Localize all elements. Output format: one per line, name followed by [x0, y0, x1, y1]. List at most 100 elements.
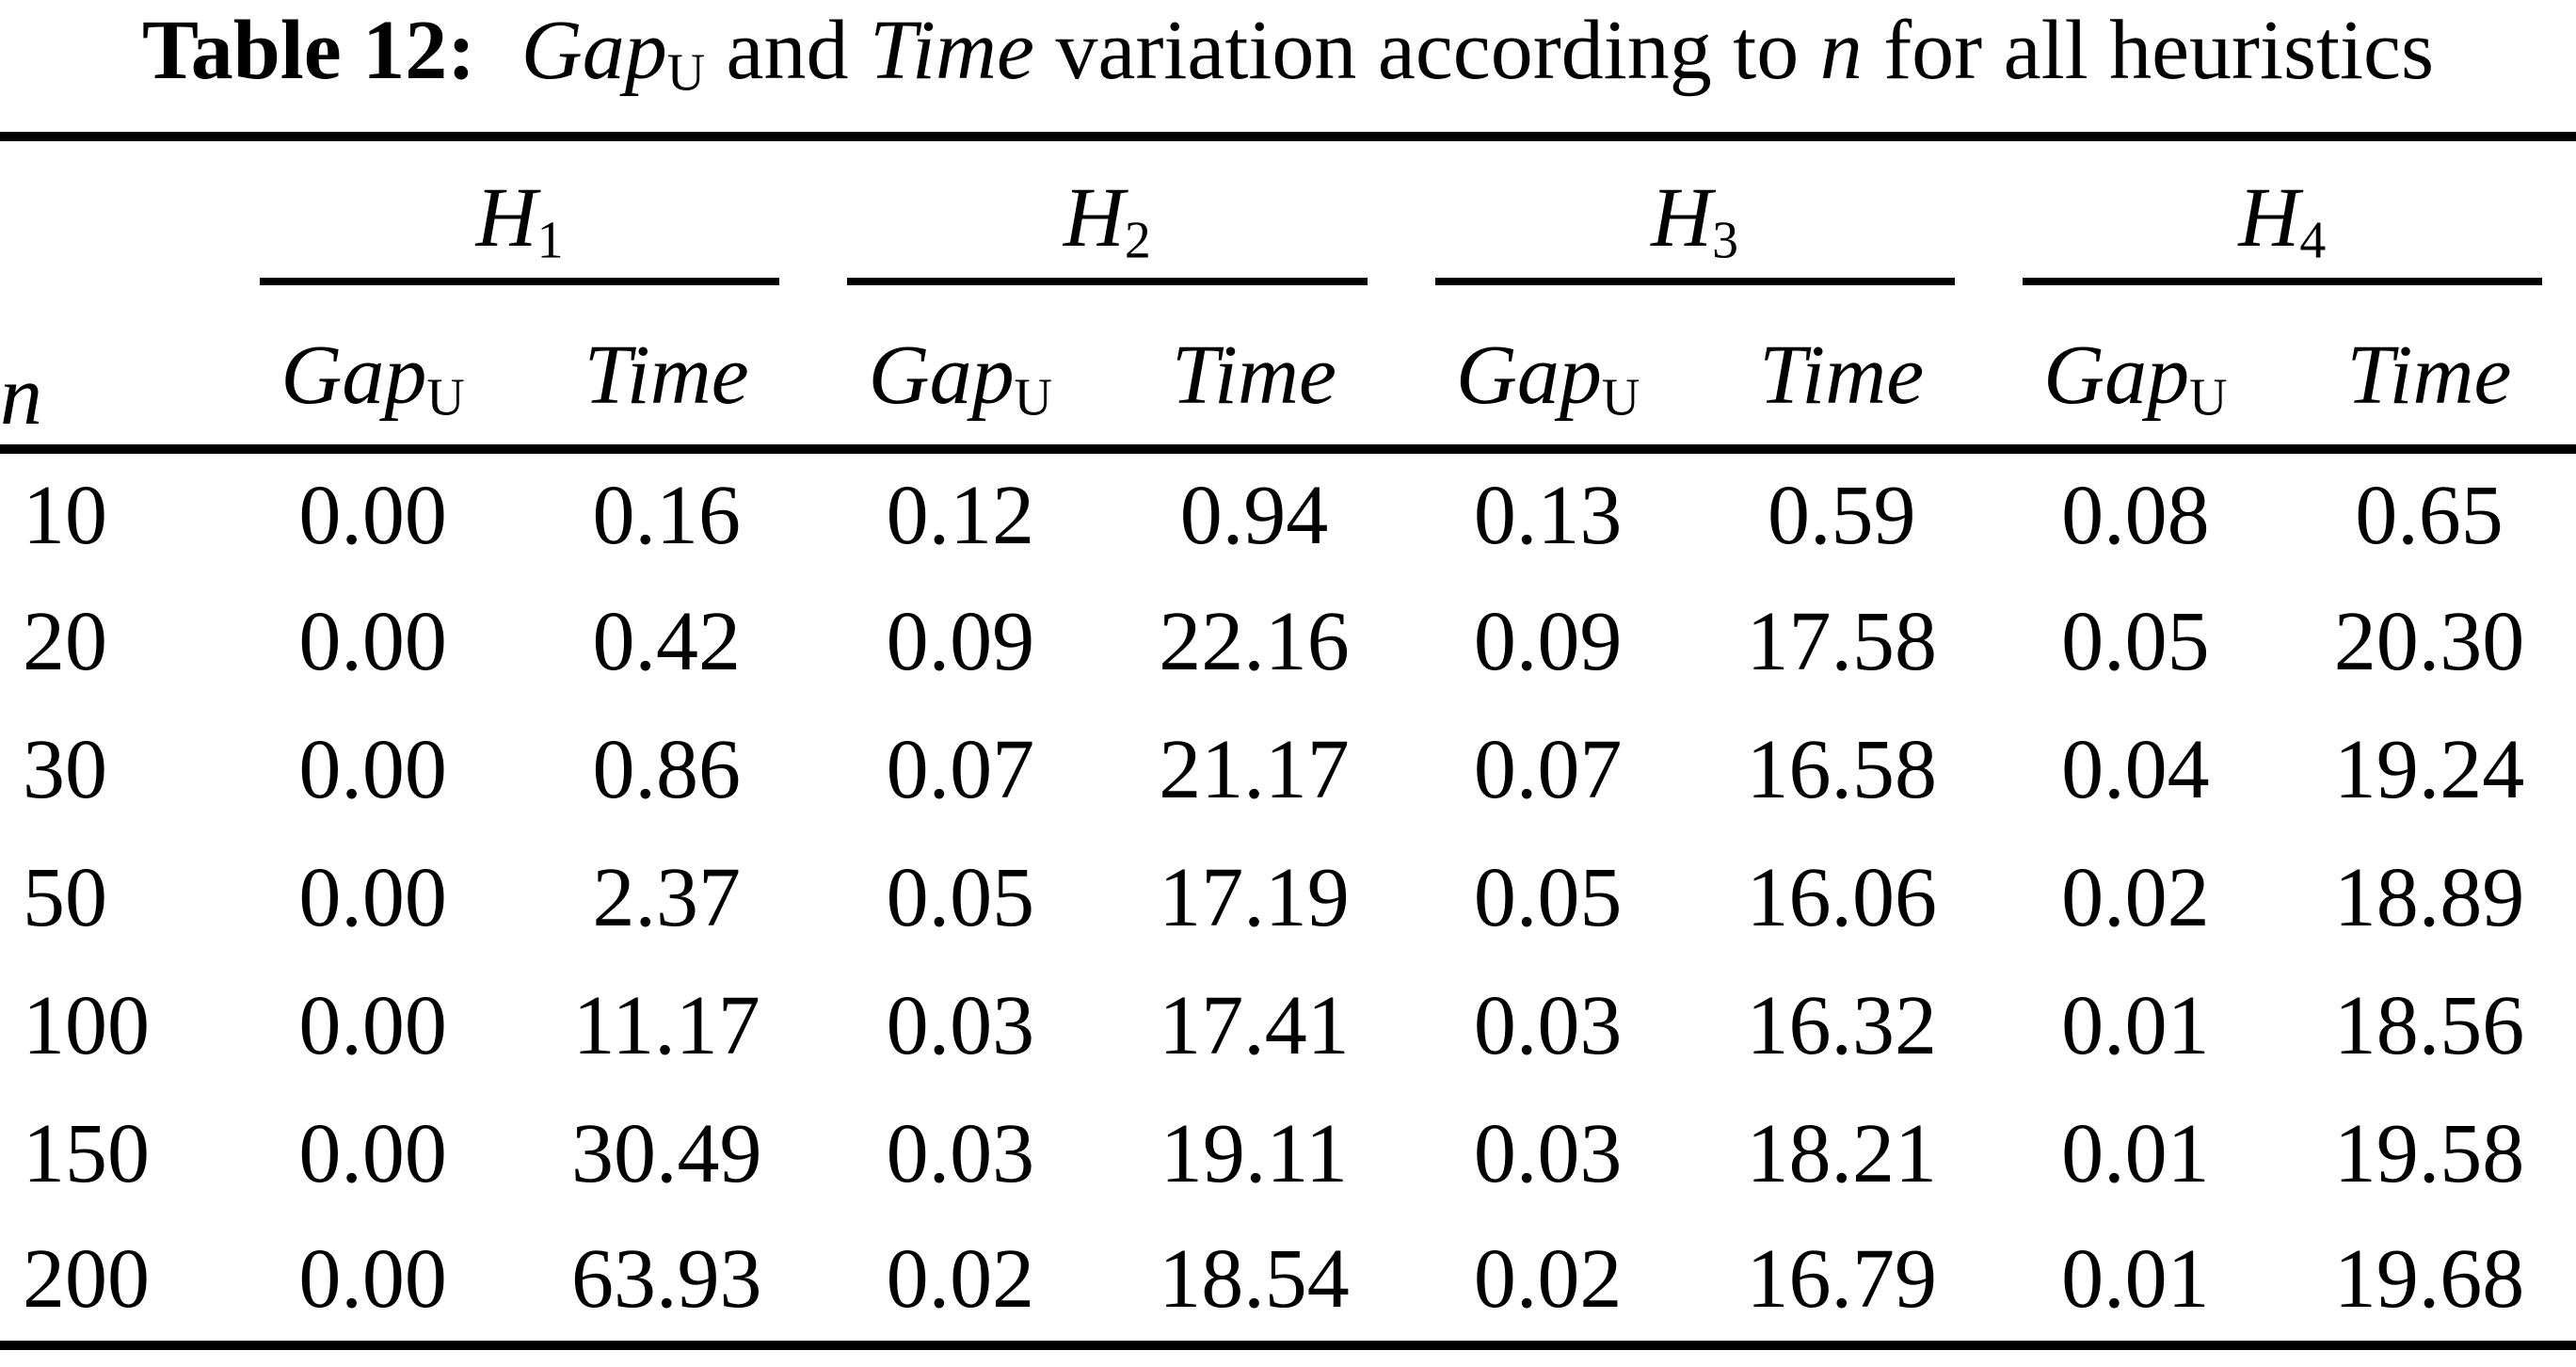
cell-h4-gap: 0.04 — [2061, 722, 2210, 816]
cell-h4-time: 18.56 — [2333, 978, 2525, 1072]
table-caption: Table 12: GapU and Time variation accord… — [0, 0, 2576, 132]
cell-h1-gap: 0.00 — [298, 1232, 447, 1326]
group-underline-h2: H2 — [847, 169, 1368, 285]
sub-header-row: GapU Time GapU Time GapU Time GapU Time — [0, 285, 2576, 454]
cell-h3-time: 16.58 — [1746, 722, 1937, 816]
cell-h2-gap: 0.05 — [886, 850, 1035, 944]
group-h3-subscript: 3 — [1712, 211, 1739, 270]
caption-variation-text: variation according to — [1055, 4, 1800, 97]
gap-subheader-h2: GapU — [813, 285, 1108, 454]
cell-h3-gap: 0.03 — [1473, 1106, 1623, 1200]
time-subheader-h2: Time — [1107, 285, 1401, 454]
cell-h3-gap: 0.07 — [1473, 722, 1623, 816]
cell-h3-time: 0.59 — [1767, 469, 1916, 562]
caption-table-number: Table 12: — [141, 4, 476, 97]
table-row: 50 0.00 2.37 0.05 17.19 0.05 16.06 0.02 … — [0, 833, 2576, 961]
n-cell: 30 — [23, 722, 107, 816]
cell-h3-gap: 0.09 — [1473, 594, 1623, 688]
group-h1-subscript: 1 — [536, 211, 564, 270]
caption-gap-term: Gap — [520, 4, 667, 97]
cell-h2-time: 19.11 — [1160, 1106, 1349, 1200]
cell-h1-gap: 0.00 — [298, 722, 447, 816]
caption-n-symbol: n — [1819, 4, 1863, 97]
n-cell: 20 — [23, 594, 107, 688]
cell-h2-gap: 0.02 — [886, 1232, 1035, 1326]
cell-h1-gap: 0.00 — [298, 850, 447, 944]
time-subheader-h1: Time — [520, 285, 814, 454]
cell-h2-gap: 0.12 — [886, 469, 1035, 562]
group-h3-letter: H — [1651, 171, 1713, 265]
cell-h1-gap: 0.00 — [298, 1106, 447, 1200]
n-cell: 10 — [23, 469, 107, 562]
cell-h2-time: 0.94 — [1179, 469, 1329, 562]
table-row: 200 0.00 63.93 0.02 18.54 0.02 16.79 0.0… — [0, 1217, 2576, 1345]
group-h2-letter: H — [1063, 171, 1125, 265]
gap-label: Gap — [2043, 329, 2190, 422]
cell-h4-gap: 0.01 — [2061, 978, 2210, 1072]
cell-h1-gap: 0.00 — [298, 594, 447, 688]
cell-h4-gap: 0.01 — [2061, 1106, 2210, 1200]
cell-h4-time: 0.65 — [2355, 469, 2504, 562]
cell-h4-time: 19.24 — [2333, 722, 2525, 816]
gap-label: Gap — [1455, 329, 1602, 422]
cell-h2-time: 17.19 — [1159, 850, 1350, 944]
group-h4-letter: H — [2238, 171, 2300, 265]
cell-h3-gap: 0.05 — [1473, 850, 1623, 944]
n-cell: 150 — [23, 1106, 150, 1200]
n-cell: 200 — [23, 1232, 150, 1326]
group-header-row: n H1 H2 H3 H4 — [0, 137, 2576, 454]
n-column-header: n — [0, 137, 226, 454]
cell-h1-gap: 0.00 — [298, 978, 447, 1072]
cell-h3-time: 16.32 — [1746, 978, 1937, 1072]
time-subheader-h4: Time — [2281, 285, 2576, 454]
table-row: 30 0.00 0.86 0.07 21.17 0.07 16.58 0.04 … — [0, 705, 2576, 833]
gap-subscript: U — [426, 368, 465, 427]
gap-subheader-h4: GapU — [1988, 285, 2282, 454]
cell-h3-gap: 0.02 — [1473, 1232, 1623, 1326]
group-h4-subscript: 4 — [2299, 211, 2327, 270]
cell-h2-time: 22.16 — [1159, 594, 1350, 688]
cell-h1-time: 0.42 — [592, 594, 741, 688]
n-cell: 100 — [23, 978, 150, 1072]
cell-h1-time: 63.93 — [570, 1232, 762, 1326]
group-header-h1: H1 — [226, 137, 813, 285]
cell-h1-time: 11.17 — [572, 978, 760, 1072]
gap-subscript: U — [2189, 368, 2228, 427]
gap-subheader-h1: GapU — [226, 285, 520, 454]
cell-h4-time: 19.58 — [2333, 1106, 2525, 1200]
group-h2-subscript: 2 — [1124, 211, 1151, 270]
cell-h2-time: 18.54 — [1159, 1232, 1350, 1326]
cell-h2-time: 21.17 — [1159, 722, 1350, 816]
cell-h2-gap: 0.03 — [886, 1106, 1035, 1200]
cell-h2-gap: 0.07 — [886, 722, 1035, 816]
group-underline-h4: H4 — [2022, 169, 2542, 285]
gap-subscript: U — [1601, 368, 1640, 427]
cell-h4-gap: 0.08 — [2061, 469, 2210, 562]
gap-subheader-h3: GapU — [1400, 285, 1695, 454]
gap-label: Gap — [868, 329, 1015, 422]
cell-h1-time: 0.86 — [592, 722, 741, 816]
cell-h2-gap: 0.03 — [886, 978, 1035, 1072]
table-row: 20 0.00 0.42 0.09 22.16 0.09 17.58 0.05 … — [0, 577, 2576, 705]
cell-h4-time: 18.89 — [2333, 850, 2525, 944]
n-cell: 50 — [23, 850, 107, 944]
group-header-h2: H2 — [813, 137, 1400, 285]
caption-gap-subscript: U — [666, 43, 705, 103]
table-row: 100 0.00 11.17 0.03 17.41 0.03 16.32 0.0… — [0, 961, 2576, 1089]
cell-h4-gap: 0.05 — [2061, 594, 2210, 688]
cell-h3-time: 18.21 — [1746, 1106, 1937, 1200]
cell-h1-gap: 0.00 — [298, 469, 447, 562]
caption-heuristics-text: for all heuristics — [1883, 4, 2435, 97]
gap-subscript: U — [1014, 368, 1052, 427]
cell-h1-time: 30.49 — [570, 1106, 762, 1200]
group-h1-letter: H — [475, 171, 537, 265]
results-table: n H1 H2 H3 H4 GapU Time GapU Time GapU T… — [0, 132, 2576, 1350]
cell-h3-gap: 0.13 — [1473, 469, 1623, 562]
cell-h4-time: 19.68 — [2333, 1232, 2525, 1326]
table-row: 10 0.00 0.16 0.12 0.94 0.13 0.59 0.08 0.… — [0, 449, 2576, 577]
cell-h4-gap: 0.01 — [2061, 1232, 2210, 1326]
cell-h2-gap: 0.09 — [886, 594, 1035, 688]
time-subheader-h3: Time — [1694, 285, 1989, 454]
group-header-h3: H3 — [1401, 137, 1989, 285]
gap-label: Gap — [280, 329, 427, 422]
